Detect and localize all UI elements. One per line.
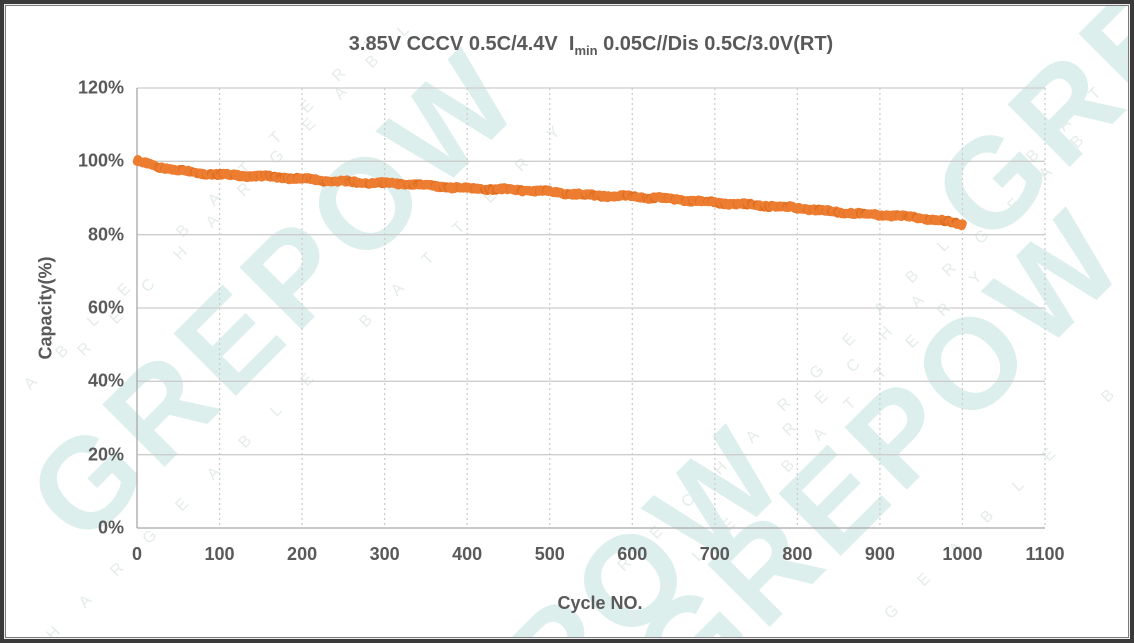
- y-tick-label: 120%: [77, 77, 124, 98]
- chart-title-post: 0.05C//Dis 0.5C/3.0V(RT): [597, 33, 834, 55]
- x-tick-label: 1100: [1025, 544, 1065, 564]
- chart-title-pre: 3.85V CCCV 0.5C/4.4V I: [348, 33, 575, 55]
- x-tick-label: 200: [287, 544, 318, 564]
- x-axis-title: Cycle NO.: [557, 593, 643, 613]
- y-axis-title: Capacity(%): [35, 256, 56, 360]
- chart-title-subscript: min: [574, 43, 598, 58]
- y-tick-label: 60%: [87, 297, 124, 318]
- chart-title: 3.85V CCCV 0.5C/4.4V Imin 0.05C//Dis 0.5…: [348, 33, 834, 58]
- x-tick-label: 400: [452, 544, 483, 564]
- gridlines: [136, 87, 1046, 529]
- x-tick-label: 700: [699, 544, 730, 564]
- y-tick-label: 40%: [87, 370, 124, 391]
- x-tick-label: 0: [131, 544, 143, 564]
- y-tick-label: 0%: [97, 517, 124, 538]
- x-tick-label: 300: [369, 544, 400, 564]
- data-series-capacity: [132, 155, 967, 231]
- x-tick-label: 900: [864, 544, 895, 564]
- x-tick-label: 800: [782, 544, 813, 564]
- x-tick-label: 600: [617, 544, 648, 564]
- y-tick-label: 80%: [87, 224, 124, 245]
- x-tick-label: 1000: [942, 544, 983, 564]
- y-tick-label: 100%: [77, 150, 124, 171]
- x-tick-label: 100: [204, 544, 235, 564]
- x-tick-label: 500: [534, 544, 565, 564]
- y-tick-label: 20%: [87, 444, 124, 465]
